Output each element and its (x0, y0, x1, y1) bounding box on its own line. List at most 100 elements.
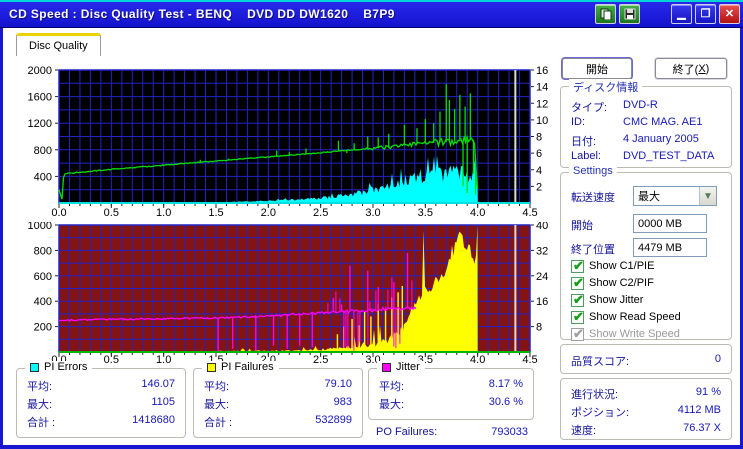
svg-text:2: 2 (536, 181, 542, 193)
svg-text:400: 400 (34, 171, 52, 183)
settings-title: Settings (569, 165, 617, 177)
svg-text:3.0: 3.0 (365, 354, 380, 366)
minimize-icon: ▁ (677, 7, 686, 20)
svg-text:800: 800 (34, 245, 52, 257)
start-button[interactable]: 開始 (562, 58, 632, 79)
stat-row: 最大: 30.6 % (379, 396, 523, 411)
copy-button[interactable] (595, 4, 616, 24)
maximize-button[interactable]: ❒ (695, 4, 716, 24)
svg-text:0.5: 0.5 (104, 354, 119, 366)
close-icon: ✕ (724, 7, 735, 20)
svg-text:2.5: 2.5 (313, 354, 328, 366)
pi-errors-color-swatch (30, 362, 39, 372)
pi-failures-title: PI Failures (221, 361, 274, 373)
svg-text:4.0: 4.0 (470, 354, 485, 366)
save-icon (624, 8, 636, 20)
svg-text:1.0: 1.0 (156, 354, 171, 366)
pi-failures-color-swatch (207, 362, 216, 372)
position-row: ポジション: 4112 MB (571, 404, 721, 419)
pi-failures-legend: PI Failures (202, 361, 279, 373)
disc-info-box: ディスク情報 タイプ: DVD-R ID: CMC MAG. AE1 日付: 4 Ja… (560, 79, 732, 168)
error-rate-chart-bottom: 0.0 0.5 1.0 1.5 2.0 2.5 3.0 3.5 4.0 4.51000800600… (28, 222, 549, 366)
transfer-rate-label: 転送速度 (571, 192, 615, 204)
error-rate-chart-top: 0.0 0.5 1.0 1.5 2.0 2.5 3.0 3.5 4.0 4.5 2000 1600 12… (28, 65, 549, 219)
quality-score-label: 品質スコア: (571, 356, 630, 368)
tab-disc-quality[interactable]: Disc Quality (16, 33, 101, 56)
pi-errors-legend: PI Errors (25, 361, 93, 373)
svg-text:14: 14 (536, 82, 548, 94)
stat-row: 平均: 79.10 (204, 378, 352, 393)
checkbox-icon: ✔ (571, 291, 584, 307)
checkbox-show-c2-pif[interactable]: ✔ Show C2/PIF (571, 274, 654, 290)
svg-text:32: 32 (536, 245, 548, 257)
jitter-title: Jitter (396, 361, 420, 373)
svg-text:3.5: 3.5 (418, 207, 433, 219)
svg-text:16: 16 (536, 296, 548, 308)
quality-score-row: 品質スコア: 0 (571, 353, 721, 369)
checkbox-icon: ✔ (571, 274, 584, 290)
pi-failures-box: PI Failures 平均: 79.10 最大: 983 合計 :532899 (193, 361, 363, 438)
start-position-input[interactable]: 0000 MB (633, 214, 707, 233)
stat-row: 合計 :1418680 (27, 414, 175, 429)
tab-label: Disc Quality (29, 40, 88, 52)
svg-text:3.0: 3.0 (365, 207, 380, 219)
svg-text:16: 16 (536, 65, 548, 77)
svg-text:2.0: 2.0 (261, 207, 276, 219)
svg-text:1000: 1000 (28, 222, 52, 232)
progress-box: 進行状況: 91 % ポジション: 4112 MB 速度: 76.37 X (560, 378, 732, 440)
pi-errors-title: PI Errors (44, 361, 88, 373)
svg-text:1.5: 1.5 (208, 207, 223, 219)
svg-text:1200: 1200 (28, 118, 52, 130)
stat-row: 最大: 1105 (27, 396, 175, 411)
po-failures-row: PO Failures: 793033 (376, 426, 528, 438)
svg-text:0.0: 0.0 (51, 207, 66, 219)
svg-text:2.5: 2.5 (313, 207, 328, 219)
checkbox-show-read-speed[interactable]: ✔ Show Read Speed (571, 308, 681, 324)
minimize-button[interactable]: ▁ (671, 4, 692, 24)
svg-text:8: 8 (536, 322, 542, 334)
close-button[interactable]: ✕ (719, 4, 740, 24)
transfer-rate-select[interactable]: 最大 ▼ (633, 186, 717, 206)
svg-text:400: 400 (34, 296, 52, 308)
svg-text:1600: 1600 (28, 92, 52, 104)
svg-text:10: 10 (536, 115, 548, 127)
checkbox-icon: ✔ (571, 257, 584, 273)
title-bar[interactable]: CD Speed : Disc Quality Test - BENQ DVD … (0, 0, 743, 28)
svg-text:2000: 2000 (28, 65, 52, 77)
svg-text:4: 4 (536, 165, 542, 177)
jitter-box: Jitter 平均: 8.17 % 最大: 30.6 % (368, 361, 534, 420)
checkbox-show-write-speed: ✔ Show Write Speed (571, 325, 680, 341)
checkbox-show-c1-pie[interactable]: ✔ Show C1/PIE (571, 257, 655, 273)
jitter-legend: Jitter (377, 361, 425, 373)
svg-text:4.5: 4.5 (522, 207, 537, 219)
jitter-color-swatch (382, 362, 391, 372)
svg-text:40: 40 (536, 222, 548, 232)
svg-text:8: 8 (536, 132, 542, 144)
settings-box: Settings 転送速度 最大 ▼ 開始 0000 MB 終了位置 4479 … (560, 165, 732, 341)
stat-row: 合計 :532899 (204, 414, 352, 429)
disc-type-row: タイプ: DVD-R (571, 99, 658, 114)
stat-row: 最大: 983 (204, 396, 352, 411)
exit-button[interactable]: 終了(X) (655, 58, 727, 79)
checkbox-icon: ✔ (571, 308, 584, 324)
end-position-input[interactable]: 4479 MB (633, 238, 707, 257)
disc-label-row: Label: DVD_TEST_DATA (571, 150, 715, 162)
copy-icon (600, 8, 612, 20)
svg-text:800: 800 (34, 145, 52, 157)
chevron-down-icon[interactable]: ▼ (699, 187, 716, 205)
stat-row: 平均: 8.17 % (379, 378, 523, 393)
quality-score-box: 品質スコア: 0 (560, 344, 732, 374)
speed-row: 速度: 76.37 X (571, 422, 721, 437)
svg-text:200: 200 (34, 322, 52, 334)
svg-text:12: 12 (536, 98, 548, 110)
svg-text:4.5: 4.5 (522, 354, 537, 366)
po-failures-value: 793033 (491, 426, 528, 438)
svg-text:1.0: 1.0 (156, 207, 171, 219)
pi-errors-box: PI Errors 平均: 146.07 最大: 1105 合計 :1418680 (16, 361, 186, 438)
end-position-label: 終了位置 (571, 244, 615, 256)
save-button[interactable] (619, 4, 640, 24)
quality-score-value: 0 (714, 353, 721, 365)
checkbox-show-jitter[interactable]: ✔ Show Jitter (571, 291, 644, 307)
stat-row: 平均: 146.07 (27, 378, 175, 393)
